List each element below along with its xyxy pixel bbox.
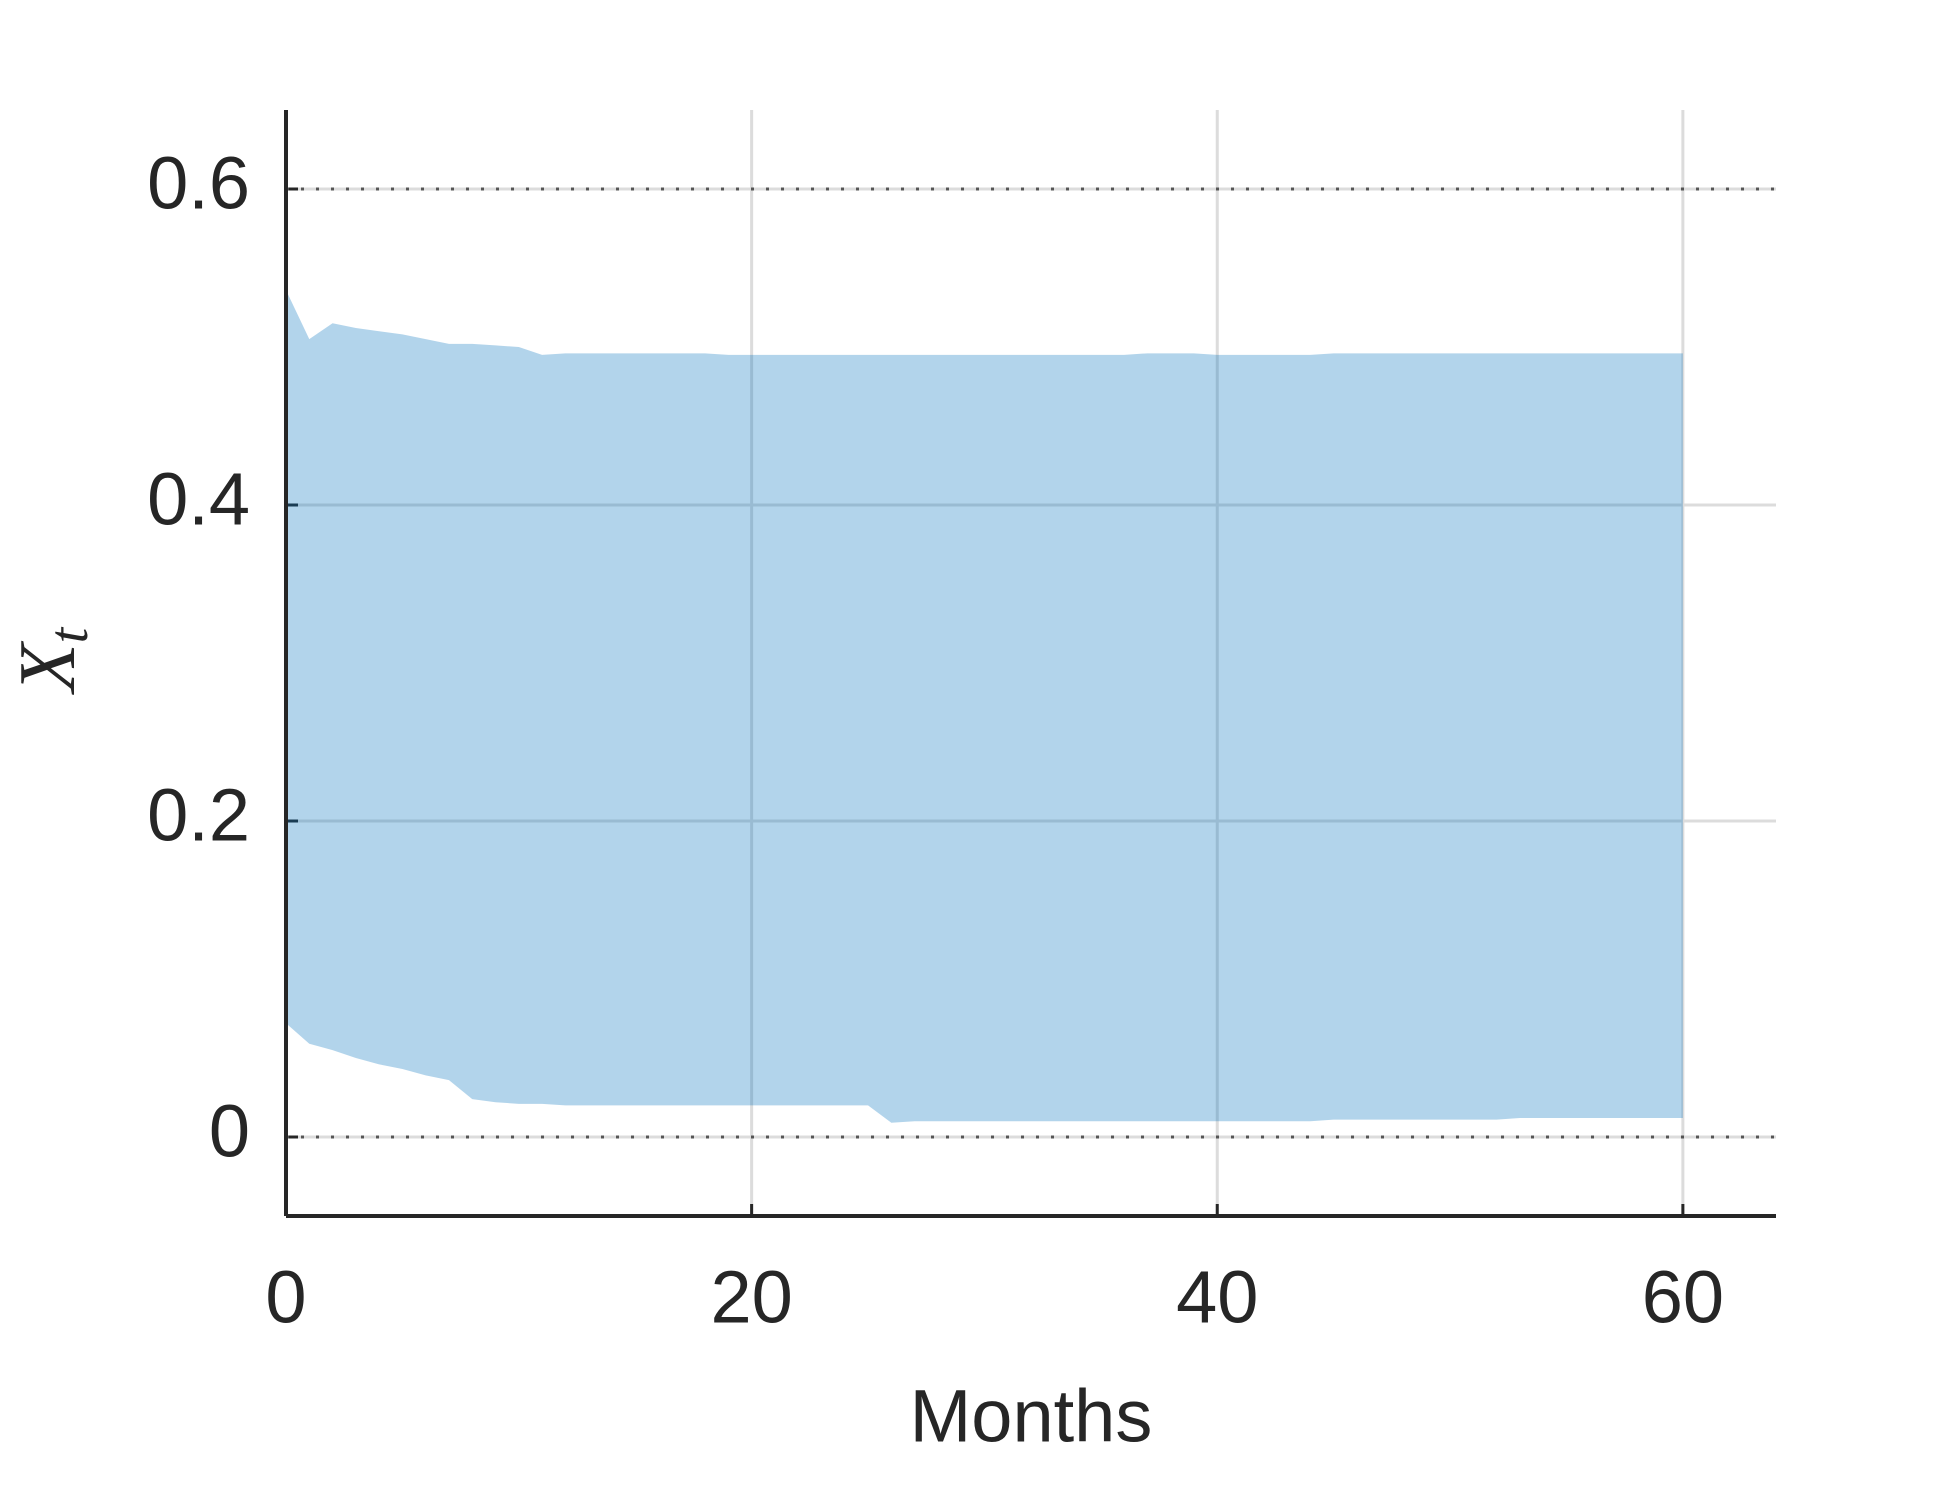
- band-area: [286, 290, 1683, 1123]
- x-tick-label: 40: [1176, 1256, 1258, 1339]
- x-tick-label: 0: [265, 1256, 306, 1339]
- x-tick-label: 60: [1642, 1256, 1724, 1339]
- y-tick-label: 0.6: [147, 142, 250, 225]
- x-axis-label: Months: [910, 1375, 1153, 1458]
- y-label-subscript: t: [38, 626, 100, 643]
- y-tick-label: 0.2: [147, 774, 250, 857]
- x-tick-label: 20: [710, 1256, 792, 1339]
- y-label-base: X: [4, 640, 92, 695]
- y-tick-label: 0.4: [147, 458, 250, 541]
- y-axis-label: Xt: [4, 626, 100, 695]
- y-tick-label: 0: [209, 1090, 250, 1173]
